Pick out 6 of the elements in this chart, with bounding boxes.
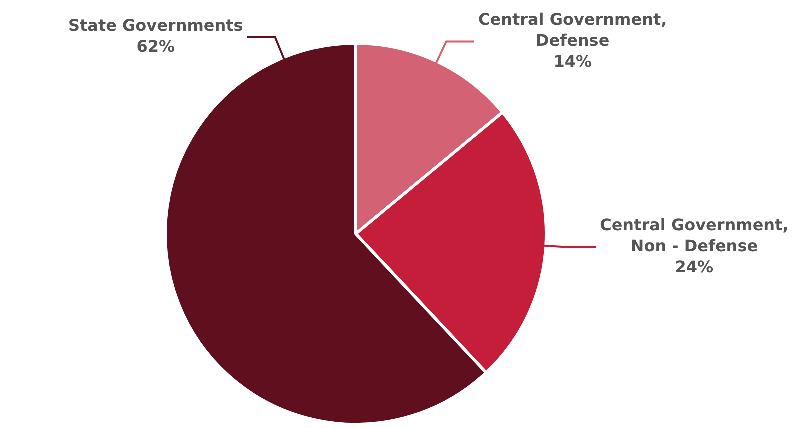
slice-label: Central Government, Non - Defense (600, 216, 789, 256)
data-label: 62% (136, 37, 176, 56)
slice-label: Central Government, Defense (478, 10, 668, 50)
slice-label: State Governments (68, 16, 244, 36)
data-label: 14% (554, 52, 592, 71)
data-label: 24% (675, 258, 714, 276)
